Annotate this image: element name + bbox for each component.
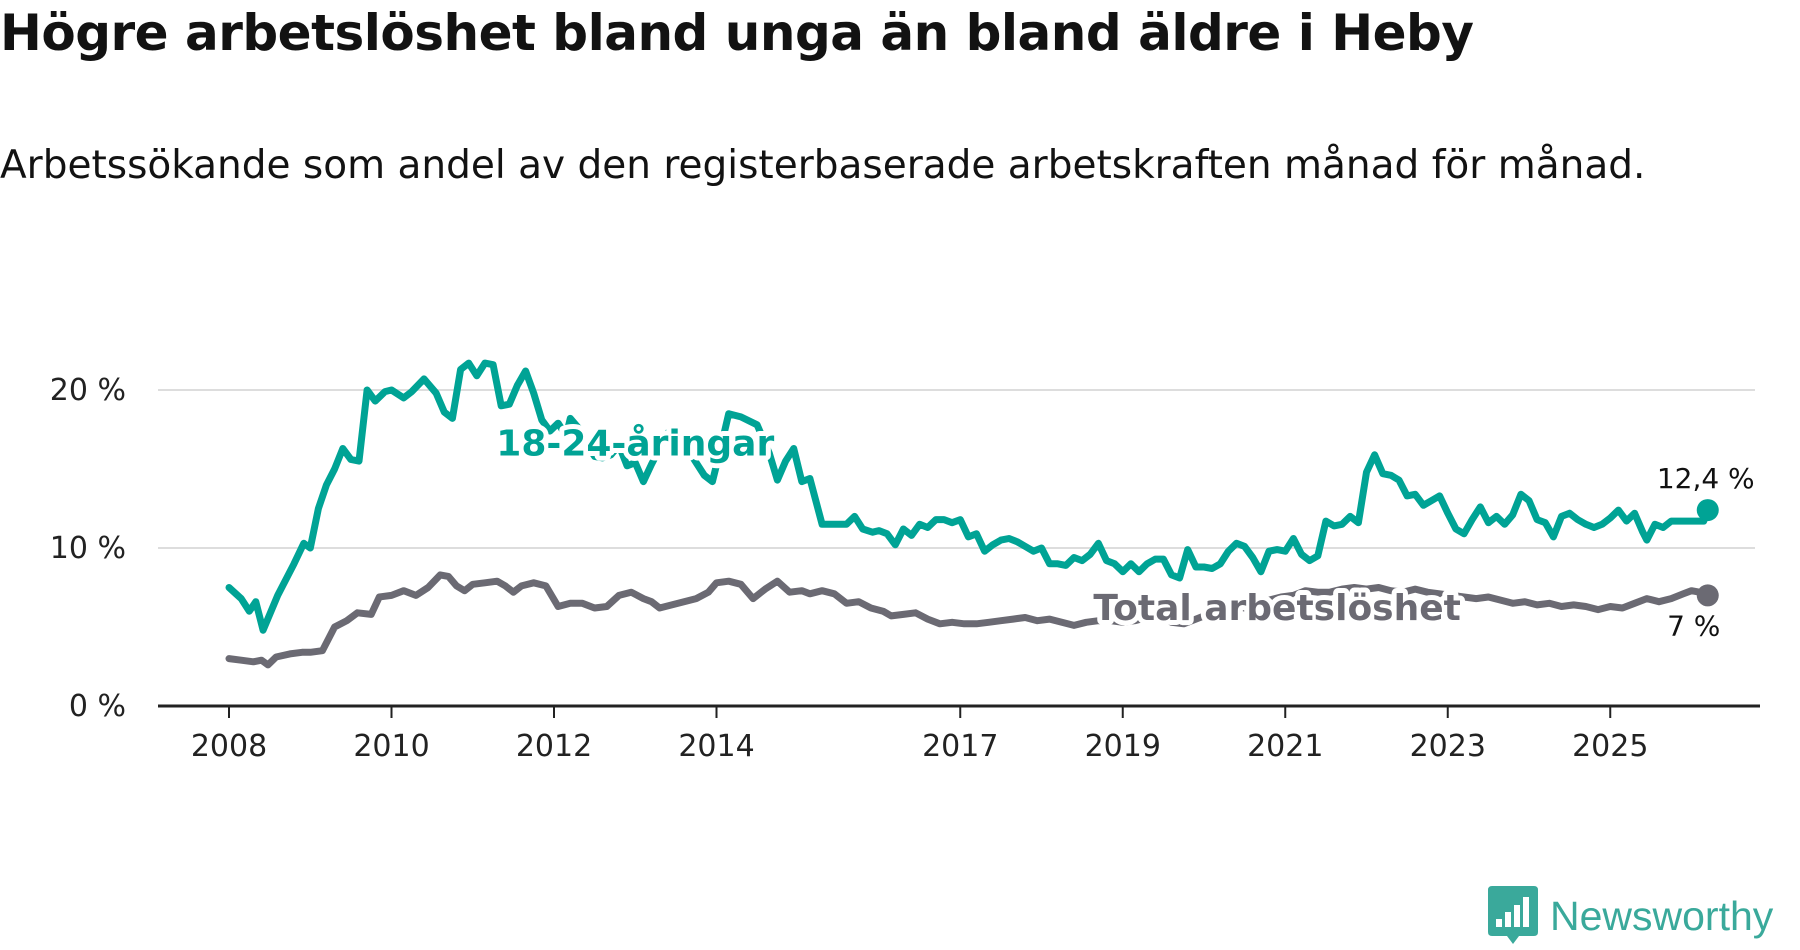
series-lines [225,359,1719,669]
x-tick-label: 2012 [516,729,592,764]
end-value-halo-total: 7 % [1667,609,1720,642]
x-tick-label: 2025 [1572,729,1648,764]
end-point-total [1696,584,1719,607]
x-tick-label: 2017 [922,729,998,764]
series-label-total: Total arbetslöshet [1093,588,1461,629]
newsworthy-icon [1488,886,1538,944]
x-tick-label: 2019 [1085,729,1161,764]
x-tick-label: 2010 [353,729,429,764]
newsworthy-logo: Newsworthy [1488,882,1773,950]
y-tick-label: 0 % [69,689,126,724]
end-value-label-total: 7 % [1667,609,1720,642]
series-label-halo-youth: 18-24-åringar [496,424,774,465]
end-value-halo-youth: 12,4 % [1657,462,1755,495]
series-line-youth [225,359,1712,634]
chart-subtitle: Arbetssökande som andel av den registerb… [0,143,1646,188]
x-tick-label: 2023 [1410,729,1486,764]
x-axis: 2008 2010 2012 2014 2017 2019 2021 2023 2025 [158,704,1760,764]
gridlines: 0 % 10 % 20 % [50,373,1755,724]
x-tick-label: 2014 [678,729,754,764]
x-tick-label: 2008 [191,729,267,764]
series-label-halo-total: Total arbetslöshet [1093,588,1461,629]
y-tick-label: 10 % [50,531,126,566]
end-point-youth [1696,499,1719,522]
end-value-label-youth: 12,4 % [1657,462,1755,495]
brand-name: Newsworthy [1550,892,1774,939]
series-label-youth: 18-24-åringar [496,424,774,465]
y-tick-label: 20 % [50,373,126,408]
x-tick-label: 2021 [1247,729,1323,764]
chart-title: Högre arbetslöshet bland unga än bland ä… [0,4,1474,62]
series-line-total [225,571,1712,669]
